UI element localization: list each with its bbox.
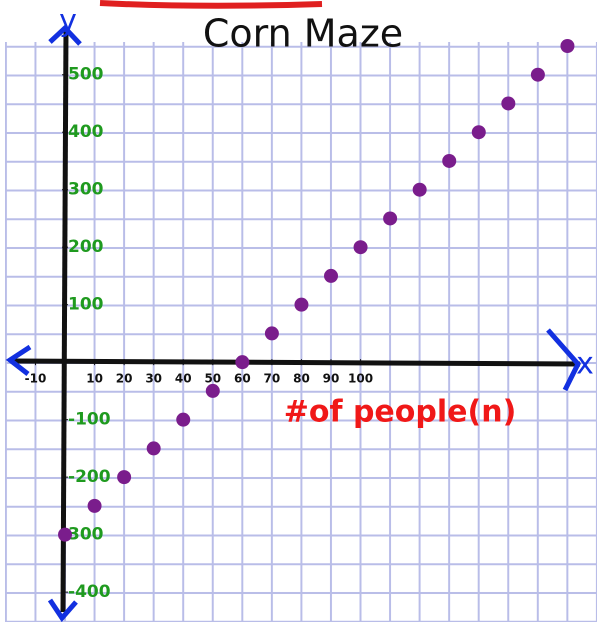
point: [117, 470, 131, 484]
point: [442, 154, 456, 168]
y-axis: [63, 28, 66, 612]
y-tick-label: -200: [68, 467, 111, 487]
point: [294, 298, 308, 312]
y-tick-label: -400: [68, 582, 111, 602]
point: [531, 68, 545, 82]
chart: Corn Maze x y #of people(n) -10 10 20 30 40 5…: [0, 0, 597, 622]
point: [324, 269, 338, 283]
y-axis-name: y: [59, 4, 77, 39]
page: {"chart_data": {"type": "scatter", "titl…: [0, 0, 597, 622]
point: [501, 96, 515, 110]
x-tick-label: 40: [175, 372, 192, 386]
point: [88, 499, 102, 513]
y-tick-label: 500: [68, 65, 104, 85]
point: [354, 240, 368, 254]
point: [176, 413, 190, 427]
point: [235, 355, 249, 369]
point: [413, 183, 427, 197]
x-axis: [12, 361, 580, 364]
x-tick-label: 20: [116, 372, 133, 386]
point: [265, 326, 279, 340]
y-tick-label: 200: [68, 237, 104, 257]
x-tick-label: 60: [234, 372, 251, 386]
x-tick-label: 70: [264, 372, 281, 386]
point: [560, 39, 574, 53]
x-tick-label: 50: [204, 372, 221, 386]
decoration: [100, 3, 322, 6]
x-tick-label: -10: [25, 372, 47, 386]
y-tick-label: 300: [68, 180, 104, 200]
point: [147, 441, 161, 455]
y-tick-label: 400: [68, 122, 104, 142]
x-axis-name: x: [576, 347, 594, 382]
x-tick-label: 80: [293, 372, 310, 386]
x-tick-label: 10: [86, 372, 103, 386]
point: [58, 528, 72, 542]
x-axis-label: #of people(n): [284, 395, 517, 430]
point: [472, 125, 486, 139]
point: [383, 211, 397, 225]
x-tick-label: 90: [323, 372, 340, 386]
y-tick-label: 100: [68, 295, 104, 315]
y-tick-label: -100: [68, 410, 111, 430]
point: [206, 384, 220, 398]
chart-title: Corn Maze: [203, 12, 403, 56]
x-tick-label: 30: [145, 372, 162, 386]
y-tick-label: 300: [68, 525, 104, 545]
x-tick-label: 100: [348, 372, 373, 386]
